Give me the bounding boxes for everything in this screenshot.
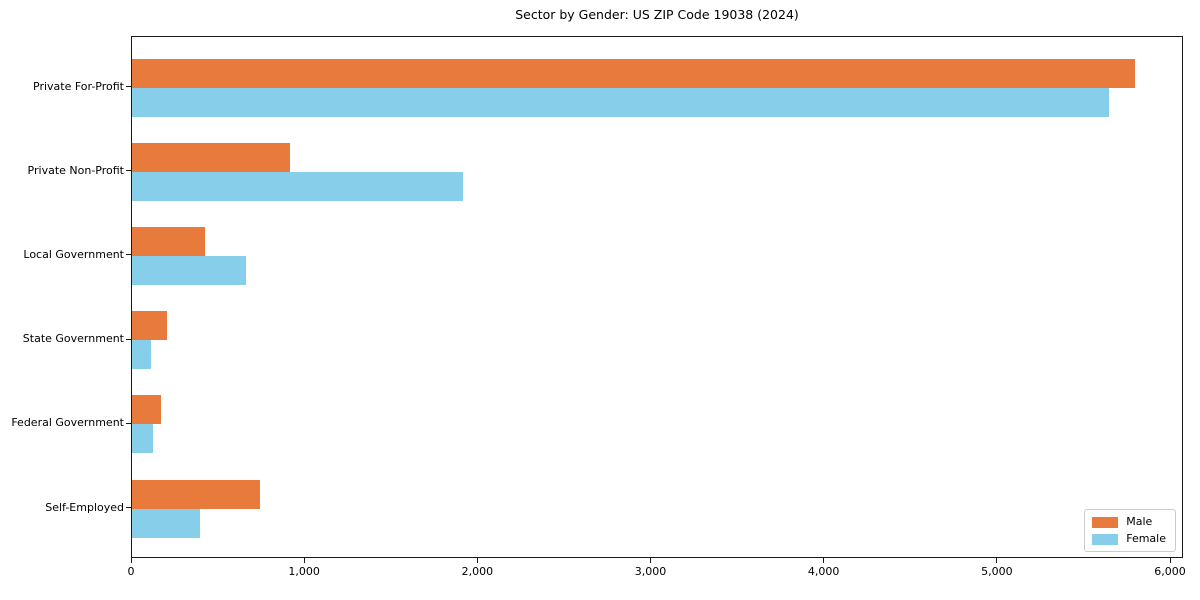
- bar-male-3: [132, 226, 205, 256]
- bar-female-4: [132, 340, 151, 370]
- legend-entry-male: Male: [1092, 516, 1166, 528]
- bar-male-4: [132, 311, 167, 341]
- x-tick-label: 1,000: [288, 565, 320, 578]
- category-label: State Government: [22, 332, 124, 346]
- y-tick-mark: [126, 254, 131, 256]
- category-label: Private For-Profit: [33, 79, 124, 93]
- x-tick-mark: [476, 558, 478, 563]
- bar-male-1: [132, 58, 1135, 88]
- x-tick-mark: [996, 558, 998, 563]
- bar-male-5: [132, 395, 161, 425]
- y-tick-mark: [126, 86, 131, 87]
- chart-title: Sector by Gender: US ZIP Code 19038 (202…: [515, 7, 799, 22]
- legend-swatch-female: [1092, 533, 1119, 545]
- x-tick-label: 5,000: [981, 565, 1013, 578]
- legend-swatch-male: [1092, 516, 1119, 528]
- x-tick-mark: [1169, 558, 1171, 563]
- x-tick-mark: [130, 558, 132, 563]
- bar-female-6: [132, 508, 201, 538]
- x-tick-label: 4,000: [807, 565, 840, 578]
- category-label: Private Non-Profit: [27, 163, 124, 177]
- bar-male-6: [132, 479, 261, 509]
- category-label: Local Government: [23, 247, 124, 261]
- legend-entry-female: Female: [1092, 533, 1166, 545]
- x-tick-label: 3,000: [634, 565, 667, 578]
- y-tick-mark: [126, 422, 131, 424]
- legend-label-male: Male: [1126, 515, 1153, 528]
- plot-area: Male Female: [131, 36, 1183, 558]
- x-tick-label: 2,000: [461, 565, 494, 578]
- x-tick-label: 6,000: [1154, 565, 1186, 578]
- legend-label-female: Female: [1126, 532, 1166, 545]
- category-label: Federal Government: [11, 416, 124, 430]
- x-tick-mark: [650, 558, 651, 563]
- bar-female-2: [132, 171, 463, 201]
- y-tick-mark: [126, 170, 131, 172]
- x-tick-label: 0: [127, 565, 135, 578]
- bar-female-3: [132, 255, 247, 285]
- bar-female-5: [132, 424, 153, 454]
- x-tick-mark: [823, 558, 825, 563]
- bar-female-1: [132, 87, 1109, 117]
- legend: Male Female: [1084, 509, 1176, 552]
- y-tick-mark: [126, 507, 131, 508]
- y-tick-mark: [126, 338, 131, 340]
- bar-male-2: [132, 142, 291, 172]
- category-label: Self-Employed: [45, 500, 124, 514]
- x-tick-mark: [303, 558, 305, 563]
